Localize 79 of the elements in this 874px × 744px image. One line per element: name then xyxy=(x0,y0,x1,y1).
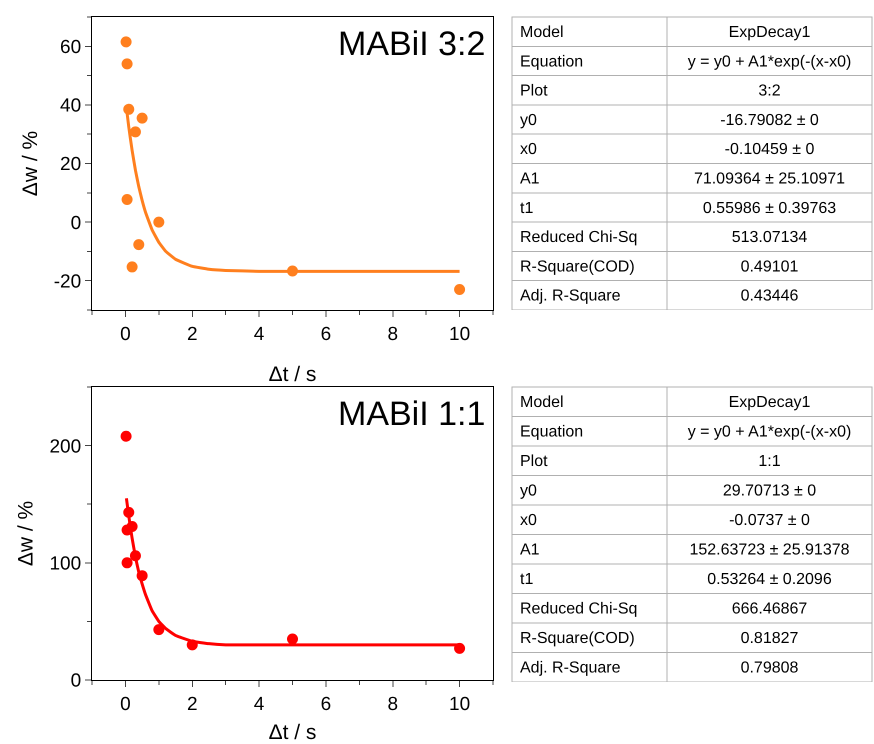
text: 0.43446 xyxy=(740,288,799,305)
y-tick-label: 0 xyxy=(70,670,82,692)
x-tick-label: 8 xyxy=(387,694,398,715)
y-tick-label: 20 xyxy=(60,154,82,176)
x-tick-label: 10 xyxy=(449,694,470,715)
y-tick-label: 200 xyxy=(49,436,82,458)
point xyxy=(153,624,164,636)
annotation: MABiI 3:2 xyxy=(338,25,486,63)
text: Reduced Chi-Sq xyxy=(520,229,638,246)
point xyxy=(130,126,141,138)
text: 0.55986 ± 0.39763 xyxy=(702,200,836,217)
text: Plot xyxy=(520,82,548,100)
text: A1 xyxy=(520,170,540,188)
x-tick-label: 6 xyxy=(320,694,332,715)
text: t1 xyxy=(520,200,534,217)
text: 0.53264 ± 0.2096 xyxy=(707,571,832,588)
x-tick-label: 2 xyxy=(186,324,198,345)
text: Adj. R-Square xyxy=(520,288,621,305)
x-tick-label: 4 xyxy=(254,694,265,715)
text: Equation xyxy=(520,424,584,440)
text: Model xyxy=(520,394,564,411)
point xyxy=(120,430,132,442)
point xyxy=(287,633,298,644)
x-tick-label: 2 xyxy=(186,694,198,715)
text: Reduced Chi-Sq xyxy=(520,600,638,618)
point xyxy=(122,557,133,568)
text: 1:1 xyxy=(758,453,781,470)
text: A1 xyxy=(520,542,540,558)
text: 513.07134 xyxy=(732,229,808,246)
x-tick-label: 4 xyxy=(254,324,265,345)
x-tick-label: 0 xyxy=(120,324,131,345)
text: R-Square(COD) xyxy=(520,630,635,647)
text: 0.81827 xyxy=(740,630,799,647)
text: ExpDecay1 xyxy=(728,394,811,411)
x-axis-title: Δt / s xyxy=(268,363,316,386)
text: ExpDecay1 xyxy=(728,24,811,41)
text: 3:2 xyxy=(758,82,781,100)
x-tick-label: 8 xyxy=(387,324,398,345)
text: Plot xyxy=(520,453,548,470)
text: -0.0737 ± 0 xyxy=(729,512,810,529)
point xyxy=(120,36,132,48)
text: y = y0 + A1*exp(-(x-x0) xyxy=(688,53,852,70)
x-tick-label: 6 xyxy=(320,324,332,345)
y-tick-label: 40 xyxy=(60,96,82,117)
text: x0 xyxy=(520,141,537,158)
y-tick-label: 0 xyxy=(70,212,82,234)
point xyxy=(122,194,133,206)
text: Adj. R-Square xyxy=(520,660,621,676)
text: y0 xyxy=(520,482,537,500)
y-axis-title: Δw / % xyxy=(18,130,42,196)
x-tick-label: 10 xyxy=(449,324,470,345)
x-tick-label: 0 xyxy=(120,694,131,715)
text: 0.79808 xyxy=(740,660,799,676)
y-tick-label: 60 xyxy=(60,36,82,58)
text: Equation xyxy=(520,53,584,70)
y-axis-title: Δw / % xyxy=(14,500,38,566)
point xyxy=(133,239,144,250)
x-axis-title: Δt / s xyxy=(268,721,316,744)
y-tick-label: 100 xyxy=(49,553,82,574)
point xyxy=(122,58,133,70)
text: x0 xyxy=(520,512,537,529)
text: 29.70713 ± 0 xyxy=(722,482,816,500)
text: -16.79082 ± 0 xyxy=(720,112,819,129)
text: y = y0 + A1*exp(-(x-x0) xyxy=(688,424,852,440)
annotation: MABiI 1:1 xyxy=(338,395,486,433)
text: y0 xyxy=(520,112,537,129)
text: R-Square(COD) xyxy=(520,258,635,276)
y-tick-label: -20 xyxy=(54,271,82,292)
text: 0.49101 xyxy=(740,258,799,276)
text: 666.46867 xyxy=(732,600,808,618)
point xyxy=(454,284,466,295)
point xyxy=(126,261,138,272)
point xyxy=(153,216,164,228)
text: Model xyxy=(520,24,564,41)
text: -0.10459 ± 0 xyxy=(724,141,814,158)
text: t1 xyxy=(520,571,534,588)
point xyxy=(136,112,148,124)
text: 152.63723 ± 25.91378 xyxy=(689,542,850,558)
text: 71.09364 ± 25.10971 xyxy=(694,170,846,188)
